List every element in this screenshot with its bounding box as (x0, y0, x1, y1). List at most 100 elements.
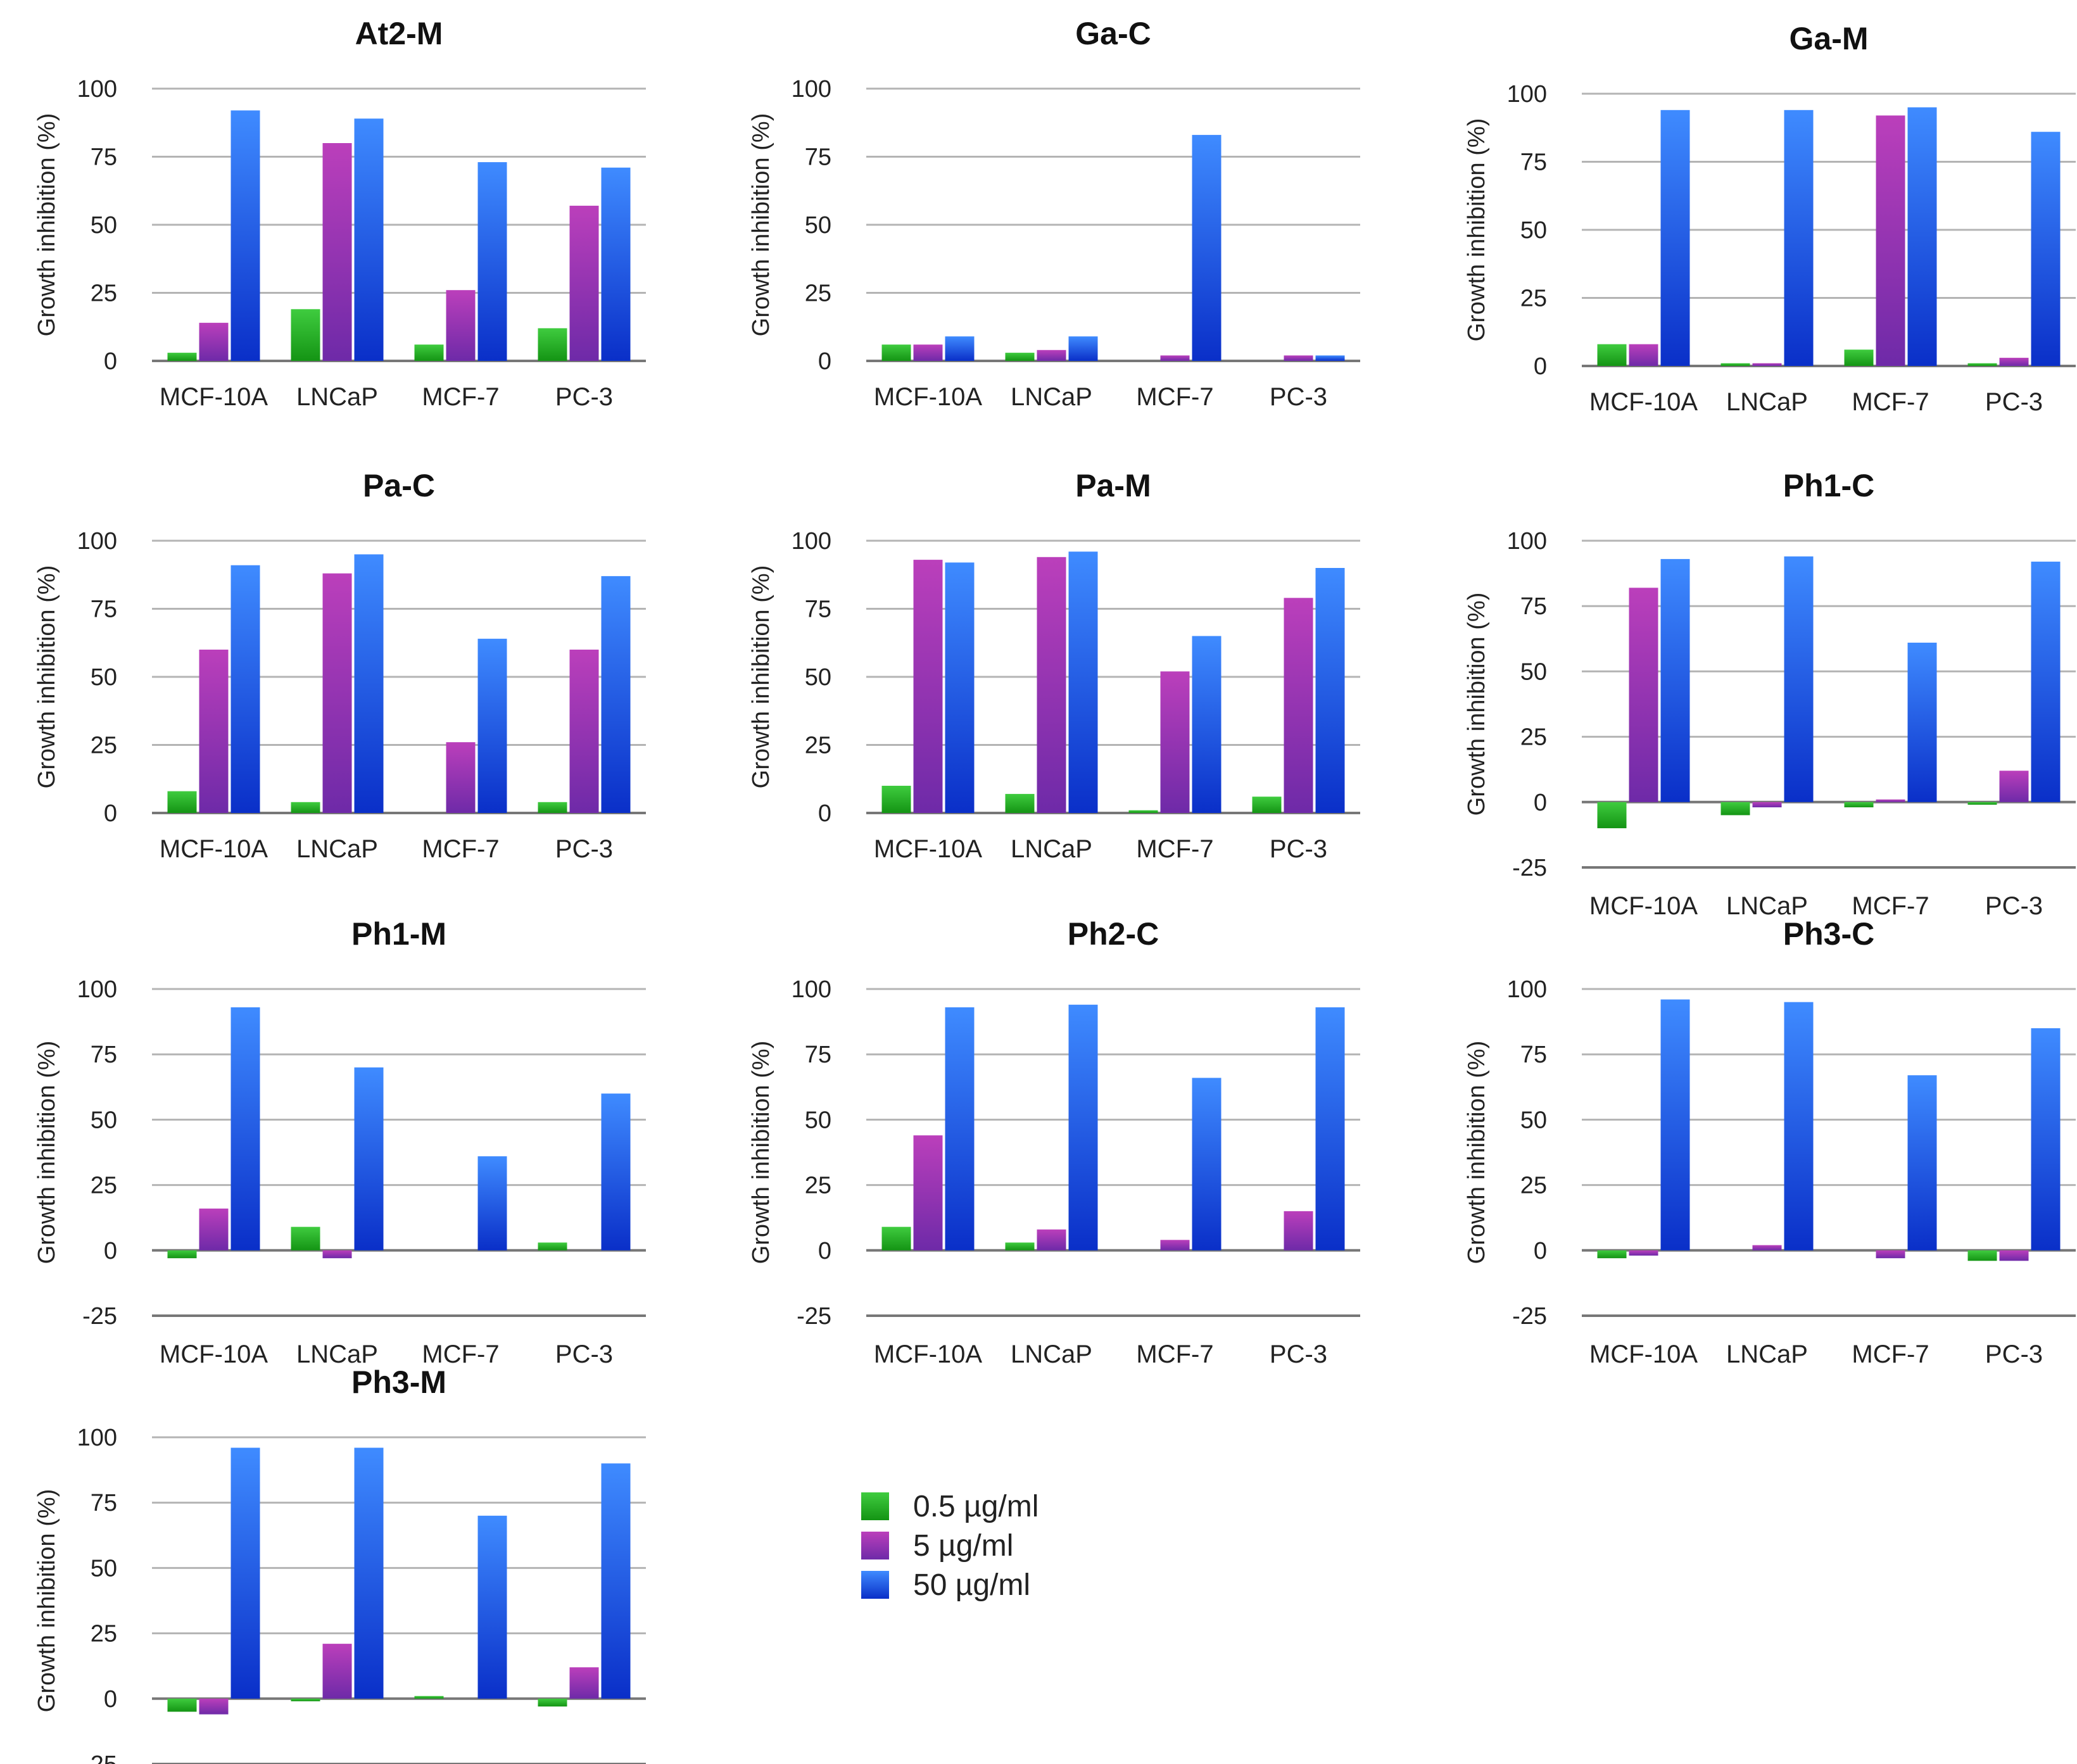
x-category-label: MCF-7 (422, 1340, 499, 1368)
bar (446, 742, 476, 813)
bar (1629, 344, 1658, 366)
bar (881, 344, 911, 361)
bar (601, 576, 631, 813)
y-tick-label: 25 (1520, 286, 1547, 312)
bar (881, 1226, 911, 1251)
bar (601, 1463, 631, 1699)
bar (1629, 588, 1658, 802)
x-category-label: MCF-10A (1589, 388, 1698, 416)
bar (1720, 363, 1750, 366)
bar (1068, 1004, 1098, 1251)
x-category-label: PC-3 (1985, 892, 2043, 920)
bar (1005, 793, 1035, 813)
y-axis-label: Growth inhibition (%) (748, 1041, 774, 1264)
chart-title: Ph1-C (1783, 468, 1874, 503)
bar (230, 110, 260, 361)
bar (230, 565, 260, 813)
x-category-label: LNCaP (1726, 1340, 1808, 1368)
y-tick-label: 75 (1520, 149, 1547, 176)
y-tick-label: 0 (1534, 1238, 1547, 1264)
legend-item: 5 µg/ml (861, 1526, 1190, 1565)
y-tick-label: 100 (77, 1425, 117, 1451)
bar (1128, 810, 1158, 813)
bar (322, 143, 352, 361)
y-tick-label: 25 (805, 280, 831, 307)
bar (322, 1250, 352, 1259)
y-tick-label: 100 (1507, 81, 1547, 108)
bar (601, 1093, 631, 1251)
chart-pa-m: Pa-M Growth inhibition (%) 0 25 50 75 100 MCF-1… (748, 468, 1360, 863)
y-tick-label: 25 (1520, 1173, 1547, 1199)
x-category-label: LNCaP (1011, 383, 1092, 411)
y-axis-label: Growth inhibition (%) (34, 1489, 60, 1713)
bar (1192, 1078, 1222, 1251)
bar (1784, 110, 1814, 367)
bar (477, 638, 507, 813)
bar (881, 786, 911, 813)
x-category-label: LNCaP (1011, 835, 1092, 863)
chart-title: Ph2-C (1068, 916, 1159, 952)
bar (1192, 636, 1222, 813)
bar (1037, 350, 1066, 361)
y-tick-label: 25 (91, 1173, 117, 1199)
bar (1068, 551, 1098, 813)
x-category-label: PC-3 (555, 383, 613, 411)
chart-title: Ph3-M (351, 1364, 446, 1400)
y-tick-label: 50 (1520, 658, 1547, 685)
bar (1315, 1007, 1345, 1251)
bar (477, 162, 507, 361)
legend-swatch-low (861, 1492, 889, 1520)
bar (945, 336, 975, 361)
bar (538, 802, 567, 813)
y-tick-label: 50 (1520, 1107, 1547, 1133)
chart-ph1-c: Ph1-C Growth inhibition (%) -25 0 25 50 75 100 M… (1463, 468, 2076, 920)
bar (291, 1698, 320, 1701)
x-category-label: MCF-7 (1852, 1340, 1929, 1368)
y-axis-label: Growth inhibition (%) (1463, 593, 1490, 816)
bar (167, 353, 197, 361)
bar (538, 1242, 567, 1251)
x-category-label: PC-3 (555, 835, 613, 863)
x-category-label: MCF-7 (1136, 383, 1213, 411)
y-tick-label: 25 (1520, 724, 1547, 751)
y-tick-label: 100 (1507, 976, 1547, 1003)
bar (354, 118, 384, 362)
x-category-label: PC-3 (1270, 835, 1327, 863)
bar (414, 1696, 444, 1699)
y-tick-label: 50 (805, 664, 831, 691)
bar (199, 322, 229, 361)
y-tick-label: 0 (104, 800, 117, 827)
chart-ph3-c: Ph3-C Growth inhibition (%) -25 0 25 50 75 100 M… (1463, 916, 2076, 1368)
chart-ga-c: Ga-C Growth inhibition (%) 0 25 50 75 100 MCF-1… (748, 16, 1360, 411)
y-tick-label: 50 (1520, 217, 1547, 244)
bar (230, 1447, 260, 1699)
chart-ga-m: Ga-M Growth inhibition (%) 0 25 50 75 100 MCF-1… (1463, 21, 2076, 416)
chart-title: Ph1-M (351, 916, 446, 952)
x-category-label: MCF-7 (1852, 388, 1929, 416)
x-category-label: PC-3 (1985, 1340, 2043, 1368)
bar (291, 802, 320, 813)
y-tick-label: 75 (91, 596, 117, 623)
legend-swatch-high (861, 1571, 889, 1599)
bar (1005, 1242, 1035, 1251)
bar (167, 1250, 197, 1259)
bar (354, 554, 384, 813)
bar (1999, 771, 2029, 802)
y-tick-label: 0 (818, 348, 831, 375)
bar (945, 1007, 975, 1251)
y-tick-label: -25 (82, 1751, 117, 1764)
x-category-label: MCF-7 (1136, 1340, 1213, 1368)
x-category-label: MCF-7 (422, 835, 499, 863)
y-tick-label: 75 (91, 1490, 117, 1516)
bar (1844, 350, 1874, 366)
x-category-label: MCF-10A (874, 383, 982, 411)
bar (1876, 115, 1905, 366)
y-tick-label: 50 (91, 1107, 117, 1133)
y-tick-label: 0 (818, 800, 831, 827)
y-axis-label: Growth inhibition (%) (34, 113, 60, 337)
bar (913, 1135, 943, 1251)
bar (1597, 344, 1627, 366)
y-tick-label: 25 (91, 1621, 117, 1647)
y-tick-label: 0 (1534, 353, 1547, 380)
